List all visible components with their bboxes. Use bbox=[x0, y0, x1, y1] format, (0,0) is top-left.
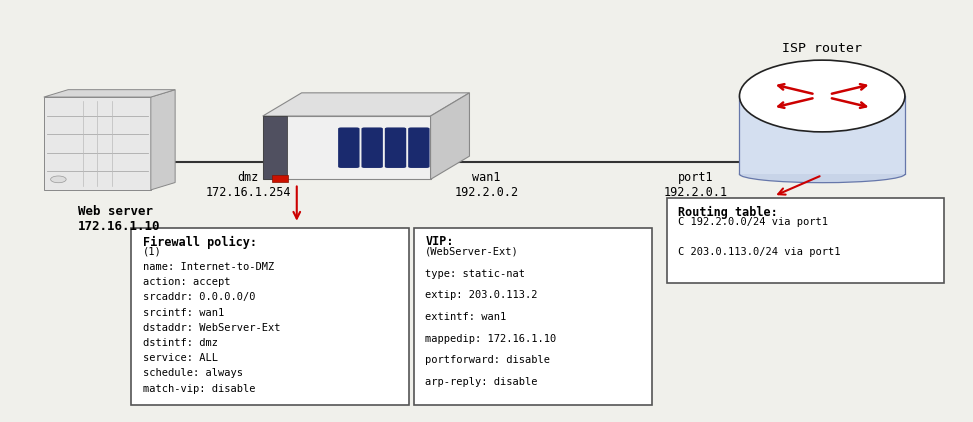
Text: type: static-nat: type: static-nat bbox=[425, 268, 525, 279]
Text: extip: 203.0.113.2: extip: 203.0.113.2 bbox=[425, 290, 538, 300]
Text: Web server
172.16.1.10: Web server 172.16.1.10 bbox=[78, 205, 161, 233]
Text: dmz
172.16.1.254: dmz 172.16.1.254 bbox=[205, 171, 291, 199]
Text: schedule: always: schedule: always bbox=[143, 368, 243, 379]
Circle shape bbox=[739, 60, 905, 132]
Polygon shape bbox=[44, 97, 151, 190]
Text: action: accept: action: accept bbox=[143, 277, 231, 287]
Text: VIP:: VIP: bbox=[425, 235, 453, 249]
FancyBboxPatch shape bbox=[339, 127, 360, 168]
Text: C 192.2.0.0/24 via port1: C 192.2.0.0/24 via port1 bbox=[678, 217, 828, 227]
Text: match-vip: disable: match-vip: disable bbox=[143, 384, 256, 394]
Text: C 203.0.113.0/24 via port1: C 203.0.113.0/24 via port1 bbox=[678, 247, 841, 257]
FancyBboxPatch shape bbox=[362, 127, 383, 168]
Text: portforward: disable: portforward: disable bbox=[425, 355, 550, 365]
Text: mappedip: 172.16.1.10: mappedip: 172.16.1.10 bbox=[425, 334, 557, 344]
FancyBboxPatch shape bbox=[385, 127, 407, 168]
Bar bbox=[739, 96, 905, 174]
Text: Firewall policy:: Firewall policy: bbox=[143, 235, 257, 249]
Polygon shape bbox=[263, 116, 287, 179]
Text: srcaddr: 0.0.0.0/0: srcaddr: 0.0.0.0/0 bbox=[143, 292, 256, 303]
Text: (1): (1) bbox=[143, 247, 162, 257]
FancyBboxPatch shape bbox=[131, 228, 409, 405]
Text: port1
192.2.0.1: port1 192.2.0.1 bbox=[664, 171, 728, 199]
Text: (WebServer-Ext): (WebServer-Ext) bbox=[425, 247, 519, 257]
Text: Routing table:: Routing table: bbox=[678, 206, 778, 219]
Text: ISP router: ISP router bbox=[782, 42, 862, 55]
FancyBboxPatch shape bbox=[414, 228, 652, 405]
Text: service: ALL: service: ALL bbox=[143, 353, 218, 363]
FancyBboxPatch shape bbox=[667, 198, 944, 283]
Polygon shape bbox=[44, 90, 175, 97]
Text: wan1
192.2.0.2: wan1 192.2.0.2 bbox=[454, 171, 519, 199]
Ellipse shape bbox=[739, 87, 905, 105]
Text: dstaddr: WebServer-Ext: dstaddr: WebServer-Ext bbox=[143, 323, 280, 333]
Text: arp-reply: disable: arp-reply: disable bbox=[425, 377, 538, 387]
FancyBboxPatch shape bbox=[272, 175, 288, 182]
Circle shape bbox=[51, 176, 66, 183]
Polygon shape bbox=[430, 93, 469, 179]
Text: srcintf: wan1: srcintf: wan1 bbox=[143, 308, 225, 318]
Text: name: Internet-to-DMZ: name: Internet-to-DMZ bbox=[143, 262, 274, 272]
Polygon shape bbox=[151, 90, 175, 190]
Ellipse shape bbox=[739, 165, 905, 183]
Text: dstintf: dmz: dstintf: dmz bbox=[143, 338, 218, 348]
Text: extintf: wan1: extintf: wan1 bbox=[425, 312, 507, 322]
FancyBboxPatch shape bbox=[409, 127, 430, 168]
Polygon shape bbox=[263, 116, 430, 179]
Polygon shape bbox=[263, 93, 469, 116]
